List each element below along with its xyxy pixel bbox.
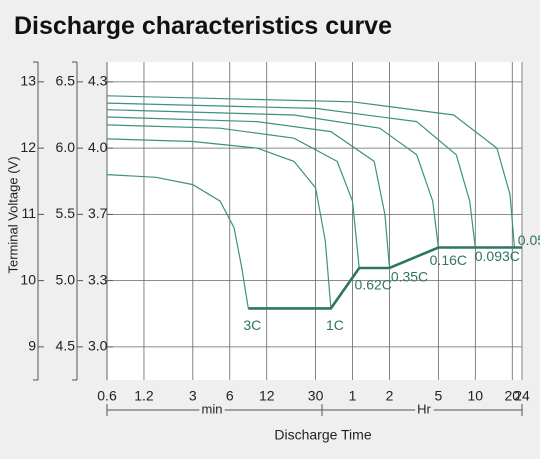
cutoff-line [248,246,522,310]
x-tick-label: 1.2 [134,388,154,404]
y-axis-label: Terminal Voltage (V) [5,156,20,273]
chart-title: Discharge characteristics curve [14,12,392,40]
y2-tick-label: 5.5 [56,205,76,221]
y3-tick-label: 3.7 [88,205,108,221]
series-label: 0.35C [391,269,428,285]
y3-tick-label: 4.3 [88,73,108,89]
x-tick-label: 3 [189,388,197,404]
series-line [106,124,360,269]
y-tick-label: 13 [20,73,36,89]
y3-tick-label: 3.3 [88,271,108,287]
y3-tick-label: 4.0 [88,139,108,155]
y-tick-label: 12 [20,139,36,155]
y2-tick-label: 5.0 [56,271,76,287]
y-tick-label: 11 [21,205,36,221]
x-unit-label: min [202,401,223,416]
series-label: 0.05C [518,232,540,248]
y-tick-label: 10 [20,271,36,287]
x-axis-label: Discharge Time [274,427,371,443]
y3-tick-label: 3.0 [88,338,108,354]
series-line [106,102,476,248]
series-label: 3C [243,317,261,333]
series-line [106,95,516,248]
series-label: 1C [326,317,344,333]
series-label: 0.093C [475,248,520,264]
plot-area [107,62,522,380]
series-label: 0.16C [430,252,467,268]
y2-tick-label: 6.0 [56,139,76,155]
x-tick-label: 10 [468,388,484,404]
x-tick-label: 12 [259,388,275,404]
x-unit-label: Hr [417,401,431,416]
x-tick-label: 30 [308,388,324,404]
y-tick-label: 9 [28,338,36,354]
x-tick-label: 5 [434,388,442,404]
series-label: 0.62C [355,277,392,293]
y2-tick-label: 6.5 [56,73,76,89]
series-line [106,109,439,248]
x-tick-label: 24 [514,388,530,404]
series-line [106,116,391,269]
y2-tick-label: 4.5 [56,338,76,354]
x-tick-label: 1 [349,388,357,404]
series-line [106,138,332,309]
x-tick-label: 0.6 [97,388,117,404]
series-line [106,174,249,309]
x-tick-label: 20 [504,388,520,404]
x-tick-label: 6 [226,388,234,404]
x-tick-label: 2 [386,388,394,404]
